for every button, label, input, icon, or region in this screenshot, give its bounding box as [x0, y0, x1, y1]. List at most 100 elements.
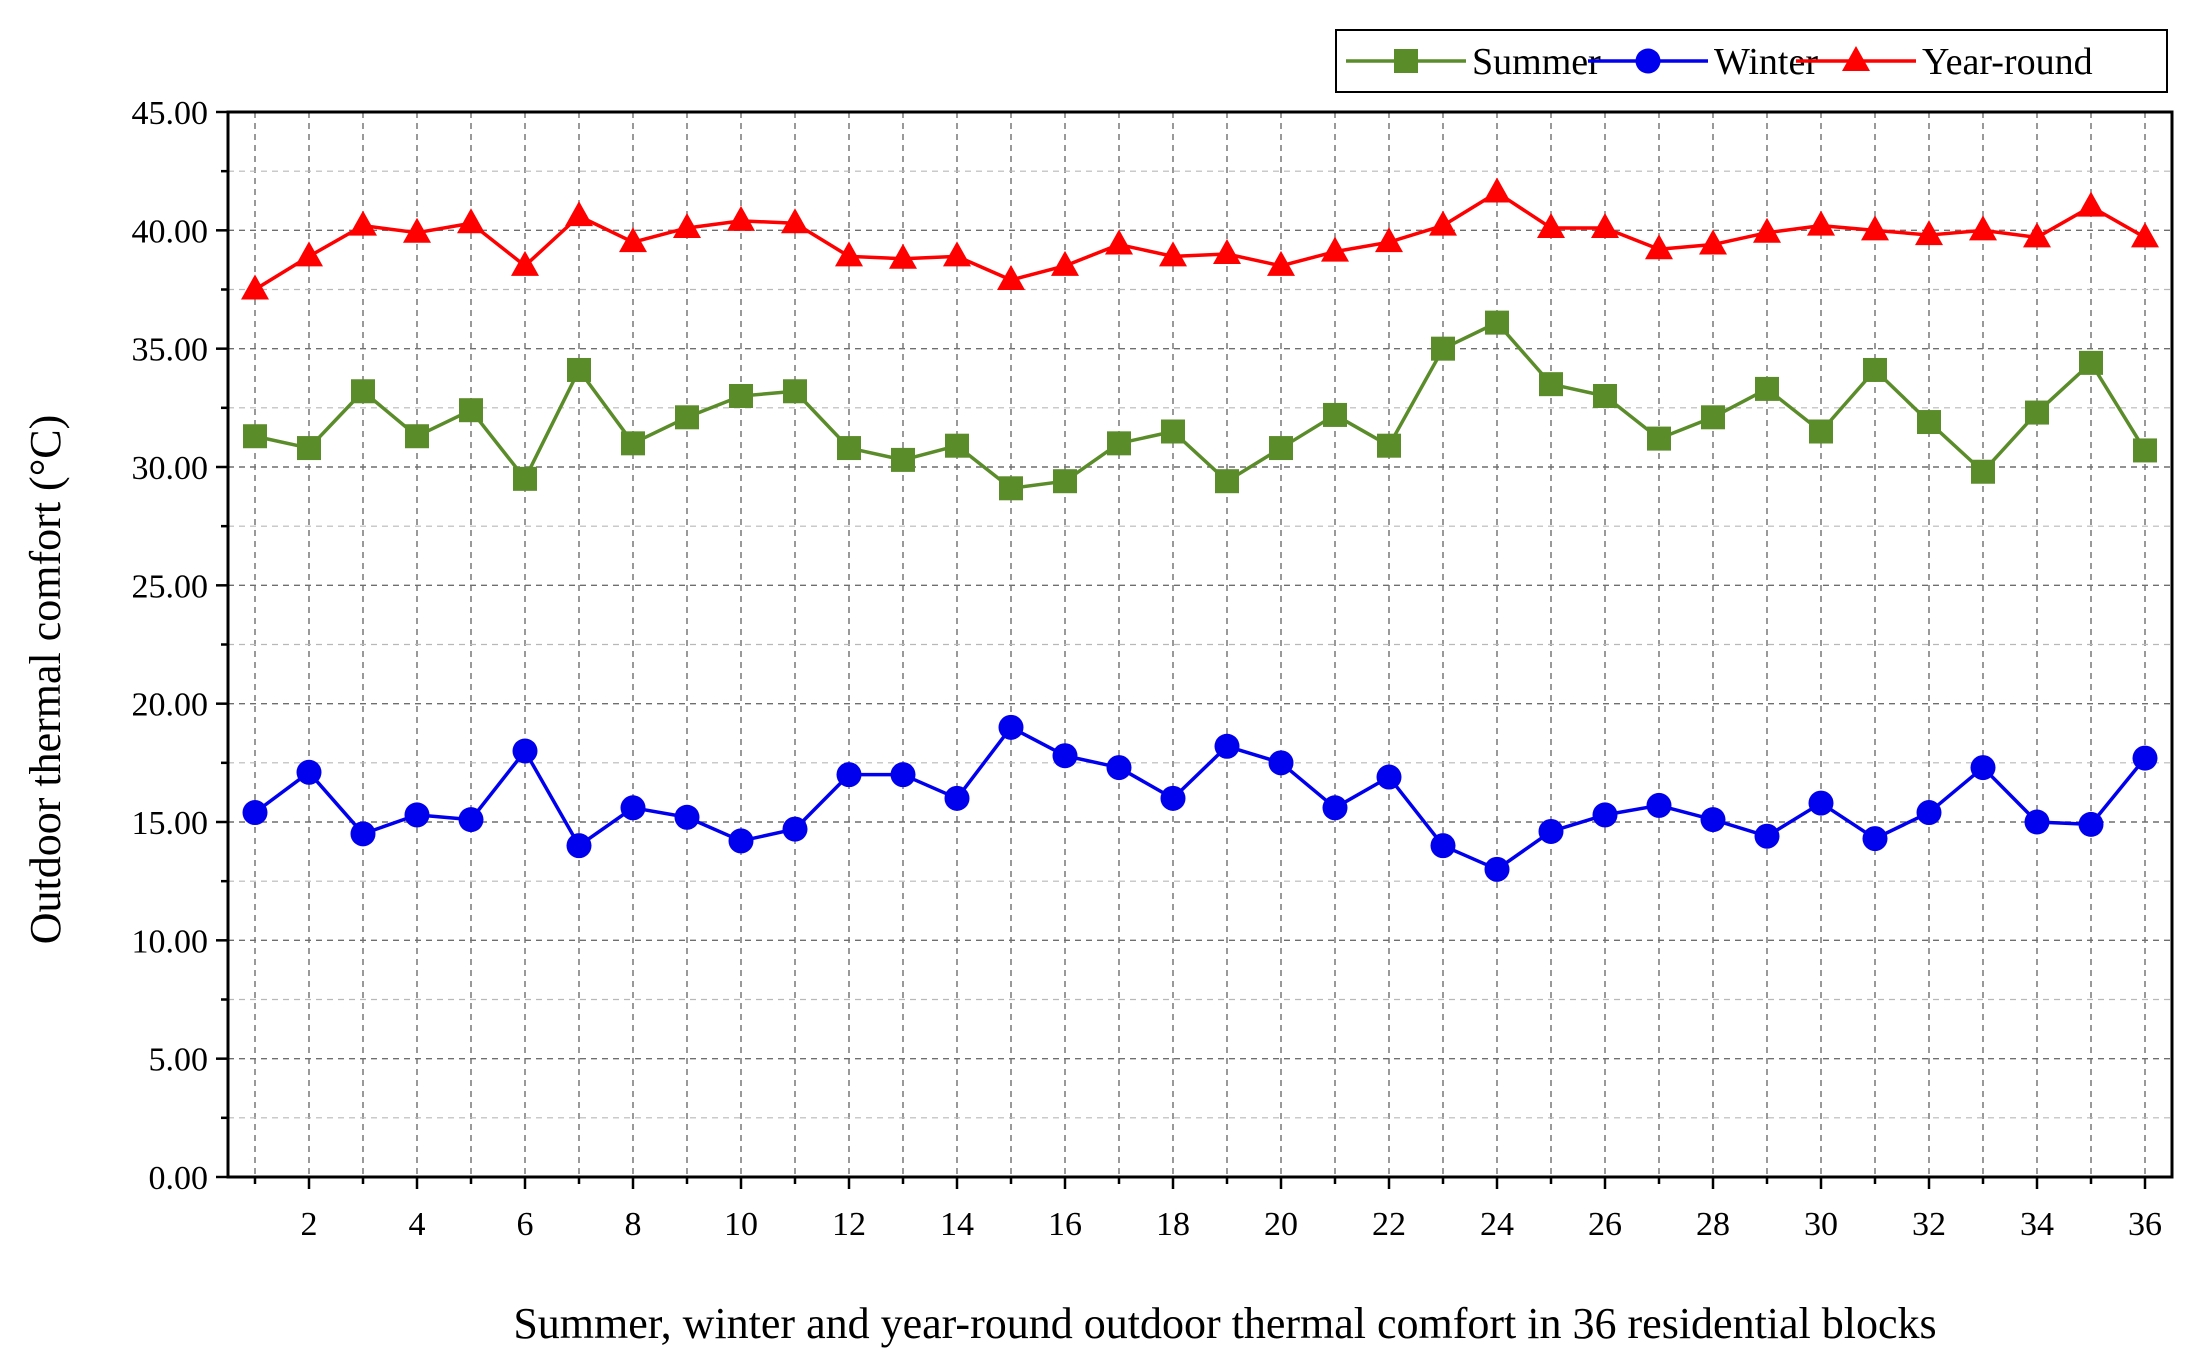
data-point-year-round	[565, 201, 593, 227]
data-point-winter	[620, 795, 646, 821]
data-point-year-round	[835, 241, 863, 267]
data-point-winter	[1916, 800, 1942, 826]
data-point-winter	[512, 738, 538, 764]
data-point-winter	[1106, 755, 1132, 781]
data-point-summer	[1431, 336, 1455, 361]
data-point-year-round	[1969, 215, 1997, 241]
data-point-year-round	[1267, 250, 1295, 276]
data-point-summer	[1107, 431, 1131, 456]
data-point-summer	[729, 384, 753, 408]
data-point-year-round	[889, 243, 917, 269]
data-point-summer	[1485, 310, 1509, 335]
data-point-winter	[458, 807, 484, 833]
data-point-year-round	[457, 208, 485, 234]
data-point-summer	[891, 447, 915, 472]
data-point-winter	[1646, 792, 1672, 818]
y-tick-label: 15.00	[132, 805, 209, 842]
data-point-summer	[1755, 376, 1779, 401]
legend: Summer Winter Year-round	[1335, 29, 2168, 93]
series-layer	[241, 177, 2159, 882]
legend-marker-summer	[1394, 49, 1418, 73]
data-point-year-round	[1375, 227, 1403, 253]
data-point-year-round	[1105, 229, 1133, 255]
data-point-summer	[1269, 436, 1293, 461]
legend-marker-year-round	[1842, 46, 1870, 71]
data-point-summer	[1323, 402, 1347, 427]
data-point-year-round	[1159, 241, 1187, 267]
data-point-summer	[1215, 469, 1239, 494]
data-point-year-round	[1213, 239, 1241, 264]
y-tick-label: 45.00	[132, 95, 209, 132]
data-point-winter	[782, 816, 808, 842]
data-point-winter	[2078, 811, 2104, 837]
data-point-year-round	[2077, 191, 2105, 217]
x-tick-label: 36	[2128, 1206, 2162, 1243]
data-point-winter	[674, 804, 700, 830]
x-axis-title: Summer, winter and year-round outdoor th…	[513, 1299, 1936, 1348]
data-point-summer	[1053, 469, 1077, 494]
data-point-winter	[1538, 818, 1564, 844]
x-tick-label: 4	[409, 1206, 426, 1243]
data-point-year-round	[673, 212, 701, 238]
data-point-winter	[836, 762, 862, 788]
data-point-winter	[350, 821, 376, 847]
y-tick-label: 35.00	[132, 332, 209, 369]
data-point-year-round	[511, 250, 539, 276]
x-tick-label: 26	[1588, 1206, 1622, 1243]
series-summer	[243, 310, 2157, 501]
x-tick-label: 14	[940, 1206, 974, 1243]
data-point-year-round	[943, 241, 971, 267]
data-point-year-round	[1915, 220, 1943, 246]
data-point-summer	[513, 466, 537, 491]
x-tick-label: 12	[832, 1206, 866, 1243]
x-tick-label: 16	[1048, 1206, 1082, 1243]
data-point-summer	[405, 424, 429, 449]
data-point-year-round	[781, 208, 809, 234]
data-point-year-round	[1861, 215, 1889, 241]
x-tick-label: 28	[1696, 1206, 1730, 1243]
data-point-summer	[1647, 426, 1671, 451]
x-tick-label: 6	[517, 1206, 534, 1243]
data-point-winter	[1754, 823, 1780, 849]
data-point-year-round	[1537, 212, 1565, 238]
data-point-winter	[296, 759, 322, 785]
data-point-year-round	[1807, 210, 1835, 236]
data-point-summer	[837, 436, 861, 461]
data-point-summer	[351, 379, 375, 404]
x-tick-label: 24	[1480, 1206, 1514, 1243]
data-point-winter	[404, 802, 430, 828]
data-point-winter	[242, 800, 268, 826]
y-axis-title: Outdoor thermal comfort (°C)	[21, 415, 70, 945]
series-year-round	[241, 177, 2159, 300]
x-tick-label: 30	[1804, 1206, 1838, 1243]
data-point-year-round	[1591, 212, 1619, 238]
data-point-winter	[1430, 833, 1456, 859]
data-point-summer	[243, 424, 267, 449]
data-point-winter	[1268, 750, 1294, 776]
data-point-year-round	[2131, 222, 2159, 248]
legend-item-year-round: Year-round	[1796, 41, 2093, 83]
x-tick-labels: 2 4 6 8 10 12 14 16 18 20 22 24 26 28 30 32 34 36	[301, 1206, 2163, 1243]
data-point-year-round	[1051, 250, 1079, 276]
data-point-winter	[566, 833, 592, 859]
data-point-year-round	[727, 205, 755, 231]
x-tick-label: 22	[1372, 1206, 1406, 1243]
x-tick-label: 10	[724, 1206, 758, 1243]
axis-ticks	[216, 110, 2147, 1189]
data-point-summer	[2133, 438, 2157, 463]
data-point-winter	[1322, 795, 1348, 821]
data-point-winter	[1592, 802, 1618, 828]
data-point-year-round	[295, 241, 323, 267]
data-point-year-round	[997, 265, 1025, 291]
x-tick-label: 34	[2020, 1206, 2054, 1243]
series-winter	[242, 714, 2158, 882]
y-tick-label: 0.00	[149, 1160, 209, 1197]
data-point-summer	[999, 476, 1023, 501]
data-point-year-round	[1321, 236, 1349, 262]
y-tick-label: 5.00	[149, 1042, 209, 1079]
data-point-winter	[944, 785, 970, 811]
data-point-winter	[1862, 826, 1888, 852]
data-point-summer	[945, 433, 969, 458]
